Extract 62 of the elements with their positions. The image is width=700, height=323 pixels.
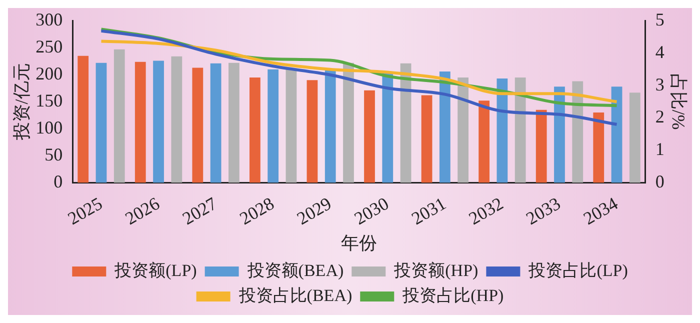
- x-tick-label: 2027: [178, 193, 220, 229]
- bar: [286, 68, 297, 183]
- y2-tick-label: 5: [655, 10, 664, 30]
- bar: [268, 69, 279, 183]
- bar: [134, 62, 146, 183]
- y-axis-title: 投资/亿元: [12, 63, 32, 142]
- bar: [421, 95, 432, 183]
- y-tick-label: 150: [36, 90, 63, 110]
- x-tick-label: 2028: [236, 193, 278, 229]
- y2-tick-label: 3: [655, 74, 664, 94]
- bar: [324, 70, 336, 183]
- bar: [171, 56, 182, 183]
- line-series: [100, 40, 618, 104]
- bar: [478, 100, 490, 183]
- legend-label: 投资占比(HP): [402, 286, 504, 305]
- bar: [382, 72, 394, 183]
- y-tick-label: 50: [44, 144, 63, 164]
- y-tick-label: 300: [36, 10, 63, 30]
- bar: [554, 86, 565, 183]
- x-tick-label: 2033: [522, 193, 564, 229]
- x-tick-label: 2030: [350, 193, 392, 229]
- bar: [153, 60, 164, 183]
- legend-label: 投资额(LP): [114, 260, 197, 280]
- bar: [593, 112, 604, 183]
- bar: [439, 72, 450, 183]
- x-tick-label: 2029: [294, 193, 335, 229]
- x-tick-label: 2034: [580, 193, 622, 229]
- y2-tick-label: 1: [655, 139, 664, 160]
- y2-tick-label: 2: [655, 106, 664, 127]
- bar: [536, 110, 547, 183]
- bar: [114, 49, 125, 183]
- bar: [78, 56, 89, 183]
- legend-label: 投资额(BEA): [246, 260, 344, 280]
- bar: [629, 92, 640, 183]
- x-tick-label: 2026: [122, 193, 163, 229]
- x-tick-label: 2032: [465, 193, 507, 229]
- y2-tick-label: 0: [655, 171, 664, 192]
- bar: [210, 63, 222, 183]
- x-axis-title: 年份: [341, 232, 377, 253]
- bar: [192, 68, 204, 183]
- bar: [228, 62, 240, 183]
- legend-label: 投资占比(BEA): [238, 286, 352, 305]
- y-tick-label: 100: [36, 117, 63, 138]
- bar: [343, 62, 354, 183]
- bar: [458, 77, 468, 183]
- legend-label: 投资占比(LP): [528, 260, 628, 280]
- bar: [514, 77, 526, 183]
- y2-tick-label: 4: [655, 42, 664, 62]
- x-tick-label: 2031: [408, 193, 450, 229]
- bar: [306, 80, 318, 183]
- x-tick-label: 2025: [64, 193, 106, 229]
- bar: [364, 90, 375, 183]
- y2-axis-title: 占比/%: [668, 74, 688, 130]
- bar: [96, 62, 107, 183]
- y-tick-label: 250: [36, 36, 63, 57]
- bar: [572, 81, 584, 183]
- y-tick-label: 200: [36, 64, 63, 84]
- bar: [250, 77, 260, 183]
- legend-label: 投资额(HP): [393, 260, 478, 280]
- bar: [611, 86, 622, 183]
- line-series: [100, 29, 618, 126]
- y-tick-label: 0: [54, 171, 63, 192]
